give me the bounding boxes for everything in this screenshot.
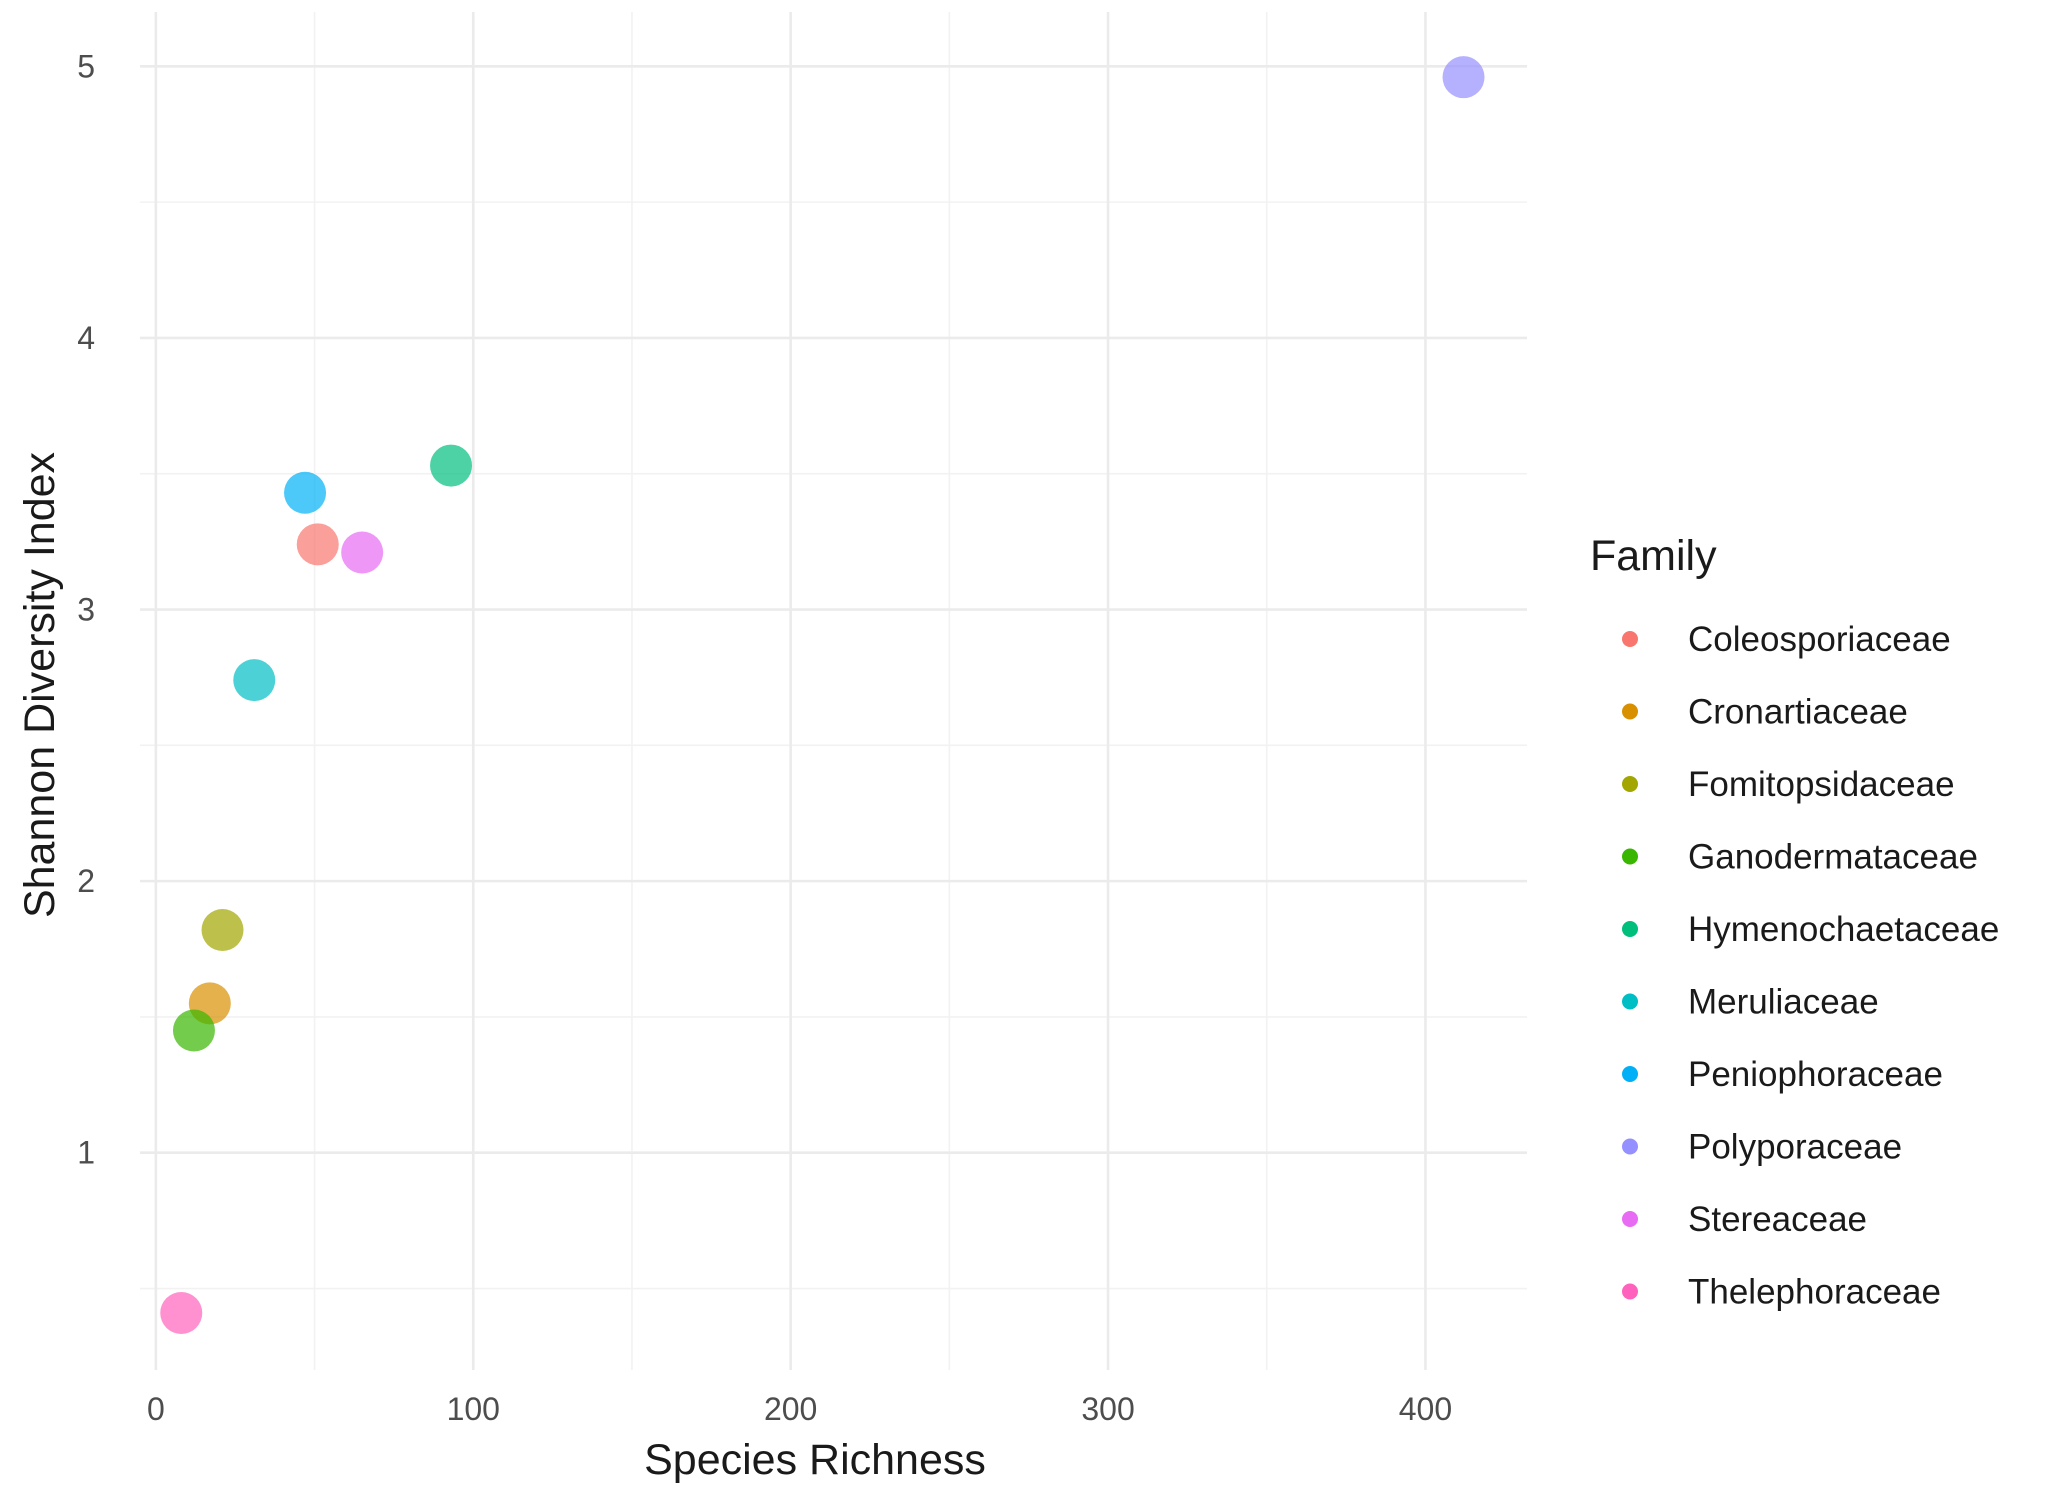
legend-key	[1622, 848, 1638, 865]
data-point	[341, 531, 384, 574]
y-tick-label: 2	[77, 863, 95, 899]
legend-label: Coleosporiaceae	[1688, 620, 1951, 659]
data-point	[160, 1291, 203, 1334]
legend-label: Peniophoraceae	[1688, 1055, 1943, 1094]
legend-key	[1622, 631, 1638, 647]
data-points	[160, 56, 1485, 1334]
data-point	[201, 909, 244, 952]
minor-gridlines	[140, 12, 1527, 1370]
legend-title: Family	[1590, 532, 1717, 580]
y-tick-label: 3	[77, 592, 95, 628]
legend-key	[1622, 776, 1638, 792]
data-point	[284, 471, 327, 514]
legend-label: Thelephoraceae	[1688, 1273, 1941, 1312]
legend-key	[1622, 1283, 1638, 1300]
x-tick-label: 100	[447, 1391, 500, 1427]
x-axis-ticks: 0 100 200 300 400	[147, 1391, 1452, 1427]
legend-key	[1622, 993, 1638, 1010]
legend-key	[1622, 1066, 1638, 1082]
legend-label: Meruliaceae	[1688, 983, 1879, 1022]
legend-key	[1622, 921, 1638, 937]
data-point	[1442, 56, 1485, 99]
x-tick-label: 200	[764, 1391, 817, 1427]
data-point	[172, 1009, 215, 1052]
legend-label: Polyporaceae	[1688, 1128, 1902, 1167]
x-tick-label: 0	[147, 1391, 165, 1427]
legend-key	[1622, 703, 1638, 720]
y-tick-label: 4	[77, 320, 95, 356]
x-tick-label: 300	[1081, 1391, 1134, 1427]
y-axis-title: Shannon Diversity Index	[16, 451, 64, 918]
x-axis-title: Species Richness	[644, 1436, 986, 1484]
y-tick-label: 5	[77, 48, 95, 84]
legend-label: Ganodermataceae	[1688, 838, 1978, 877]
data-point	[430, 444, 473, 487]
y-axis-ticks: 1 2 3 4 5	[77, 48, 95, 1170]
y-tick-label: 1	[77, 1135, 95, 1171]
legend-key	[1622, 1211, 1638, 1227]
legend-label: Stereaceae	[1688, 1200, 1867, 1239]
data-point	[233, 659, 276, 702]
legend: Family Coleosporiaceae Cronartiaceae Fomit…	[1590, 532, 1999, 1312]
data-point	[296, 523, 339, 566]
major-gridlines	[140, 12, 1527, 1370]
legend-key	[1622, 1138, 1638, 1155]
legend-label: Hymenochaetaceae	[1688, 910, 1999, 949]
legend-label: Cronartiaceae	[1688, 693, 1908, 732]
legend-label: Fomitopsidaceae	[1688, 765, 1955, 804]
x-tick-label: 400	[1399, 1391, 1452, 1427]
